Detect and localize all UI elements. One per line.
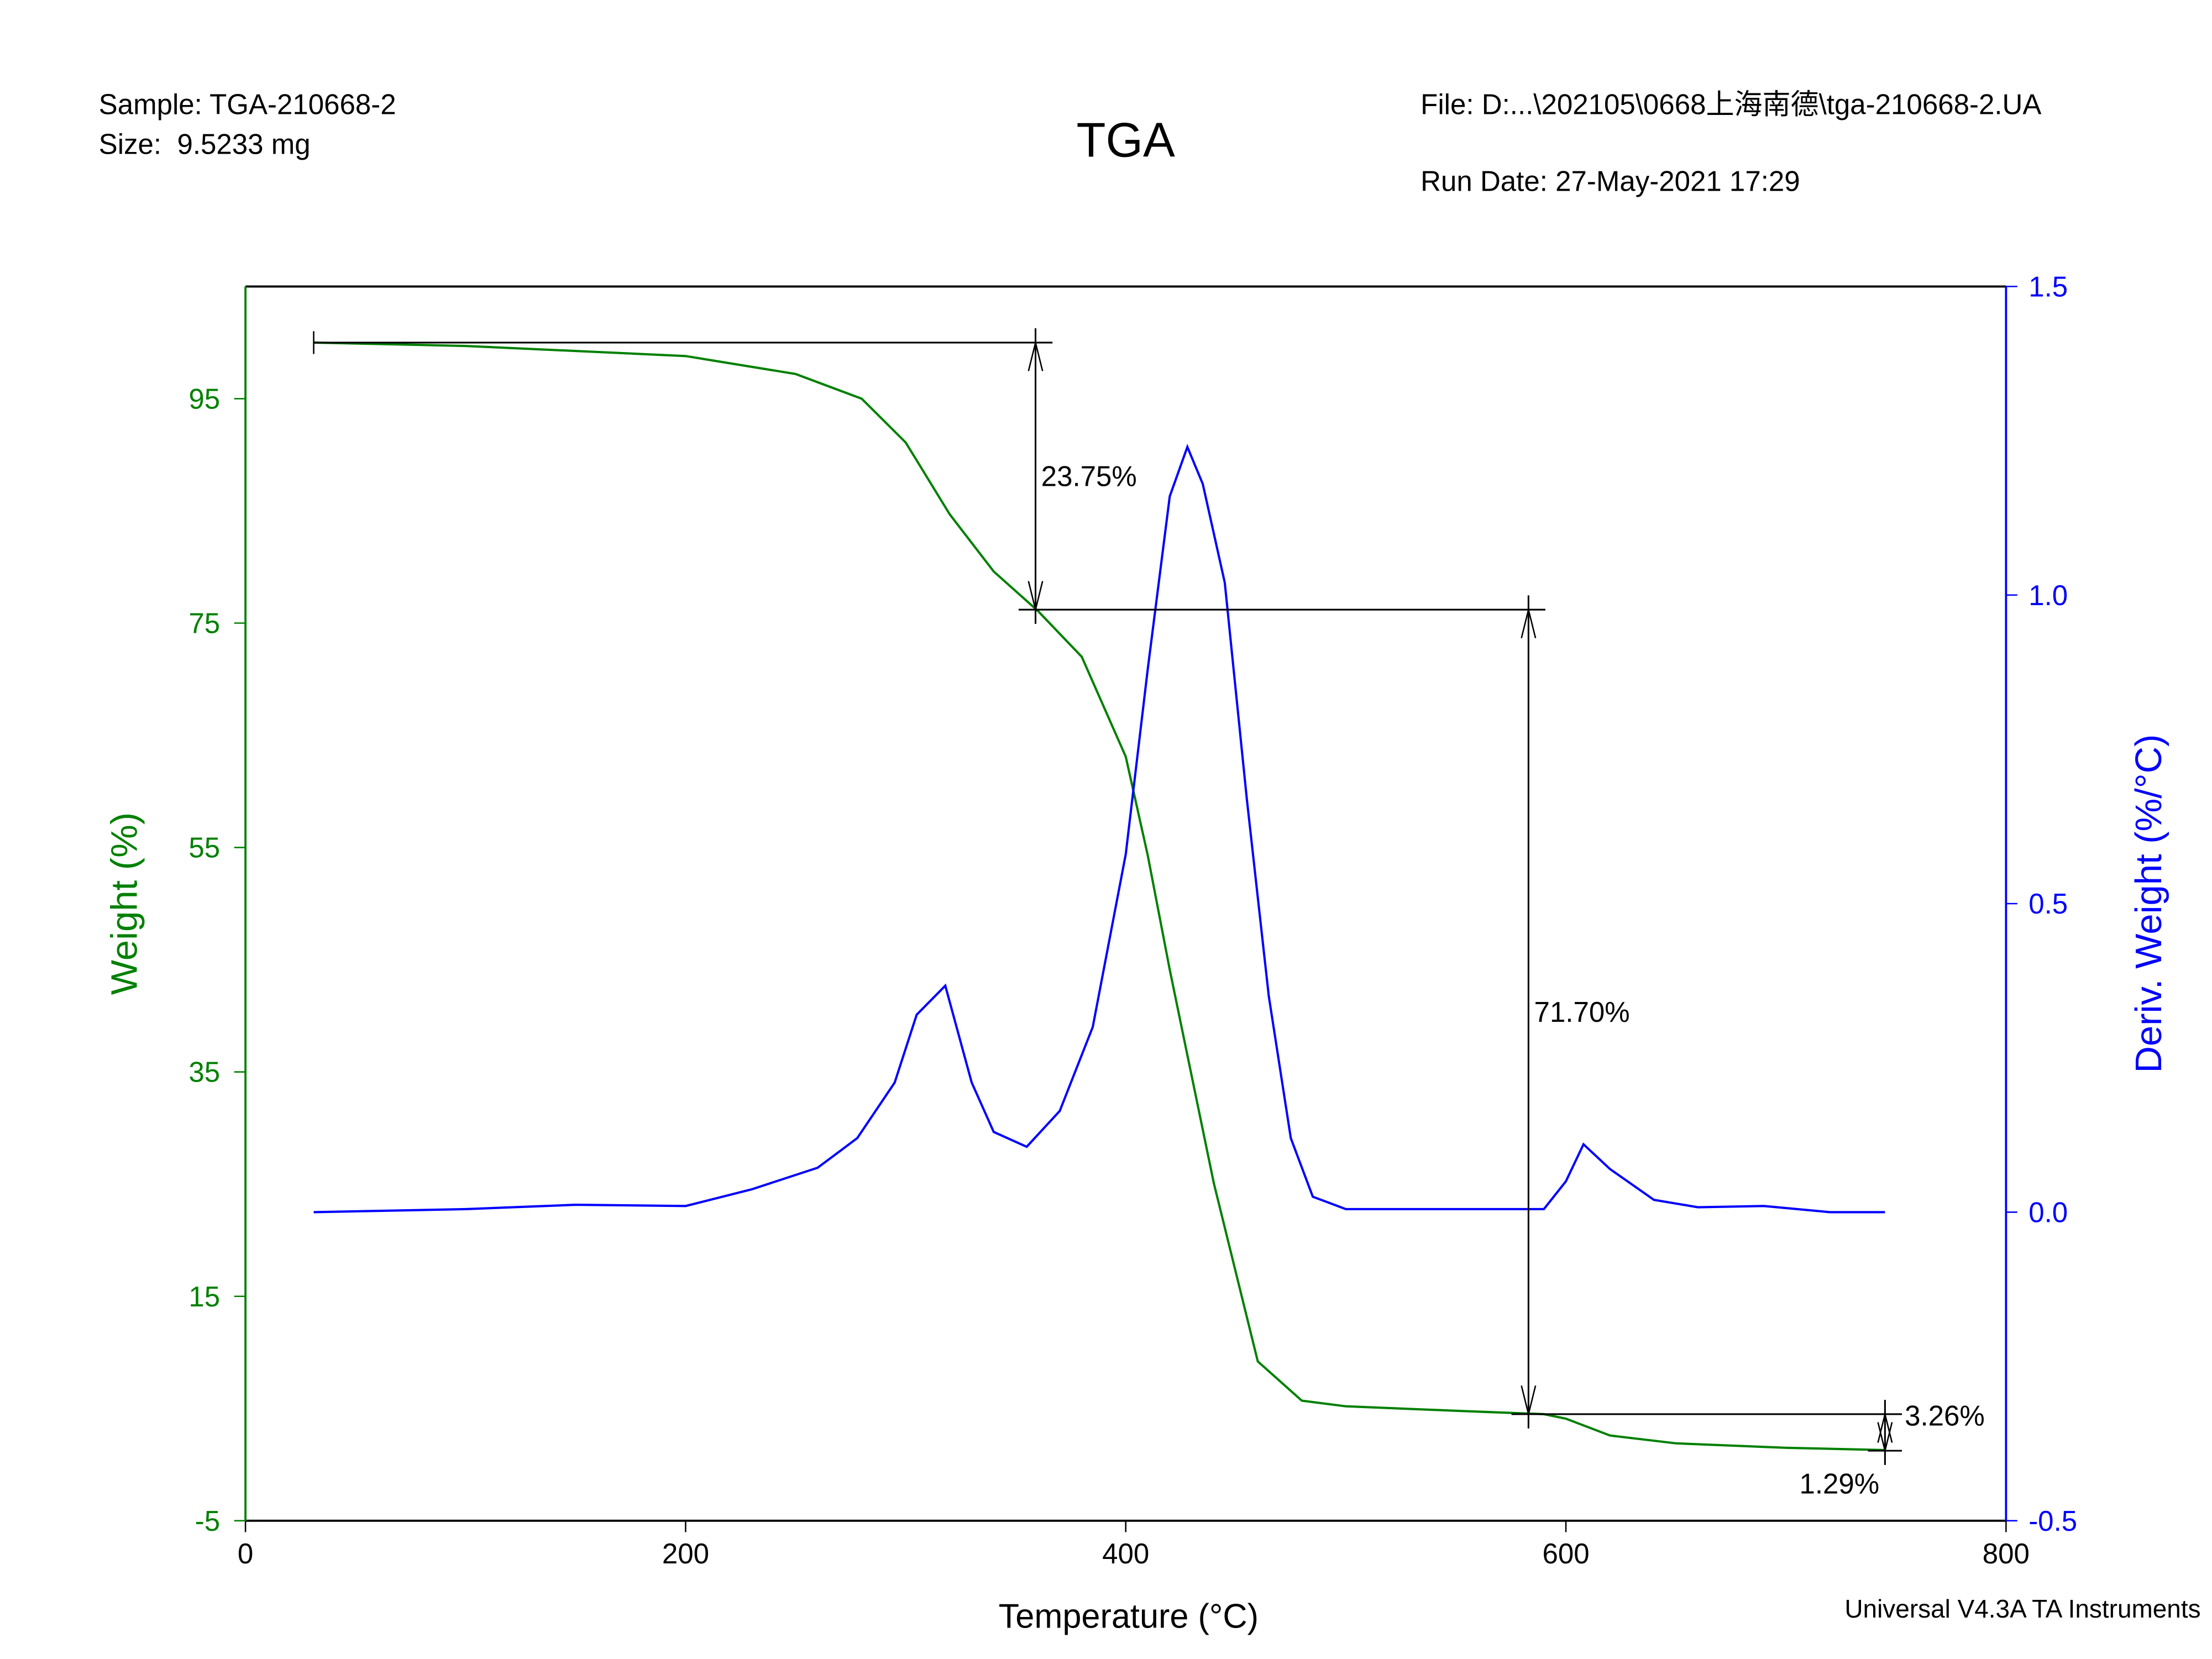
- x-tick-label: 600: [1542, 1538, 1589, 1569]
- y2-tick-label: 0.5: [2028, 888, 2068, 920]
- series-line: [313, 341, 1885, 1451]
- sample: Sample: TGA-210668-2: [99, 88, 396, 120]
- y-tick-label: 15: [188, 1281, 220, 1313]
- y-tick-label: 55: [188, 832, 220, 863]
- file: File: D:...\202105\0668上海南德\tga-210668-2…: [1420, 88, 2042, 120]
- chart-title: TGA: [1077, 113, 1175, 167]
- y-tick-label: 35: [188, 1056, 220, 1088]
- step-label: 3.26%: [1905, 1400, 1985, 1431]
- y2-tick-label: -0.5: [2028, 1505, 2077, 1537]
- series-line: [313, 444, 1885, 1214]
- x-tick-label: 400: [1102, 1538, 1149, 1569]
- step-label: 23.75%: [1041, 460, 1137, 492]
- y-axis-label: Weight (%): [104, 812, 145, 995]
- y2-tick-label: 1.0: [2028, 580, 2068, 611]
- arrow-head: [1521, 609, 1537, 639]
- y-tick-label: 95: [188, 383, 220, 414]
- y-tick-label: -5: [195, 1505, 220, 1537]
- x-tick-label: 200: [662, 1538, 709, 1569]
- y-tick-label: 75: [188, 607, 220, 639]
- x-tick-label: 800: [1983, 1538, 2030, 1569]
- x-tick-label: 0: [238, 1538, 253, 1569]
- step-label: 71.70%: [1534, 996, 1630, 1028]
- run-date: Run Date: 27-May-2021 17:29: [1420, 165, 1800, 197]
- residue-label: 1.29%: [1799, 1468, 1879, 1499]
- size: Size: 9.5233 mg: [99, 128, 311, 160]
- x-axis-label: Temperature (°C): [999, 1597, 1259, 1635]
- y2-tick-label: 0.0: [2028, 1196, 2068, 1228]
- y2-axis-label: Deriv. Weight (%/°C): [2129, 734, 2169, 1073]
- y2-tick-label: 1.5: [2028, 271, 2068, 302]
- footer: Universal V4.3A TA Instruments: [1844, 1594, 2200, 1623]
- arrow-head: [1028, 342, 1044, 371]
